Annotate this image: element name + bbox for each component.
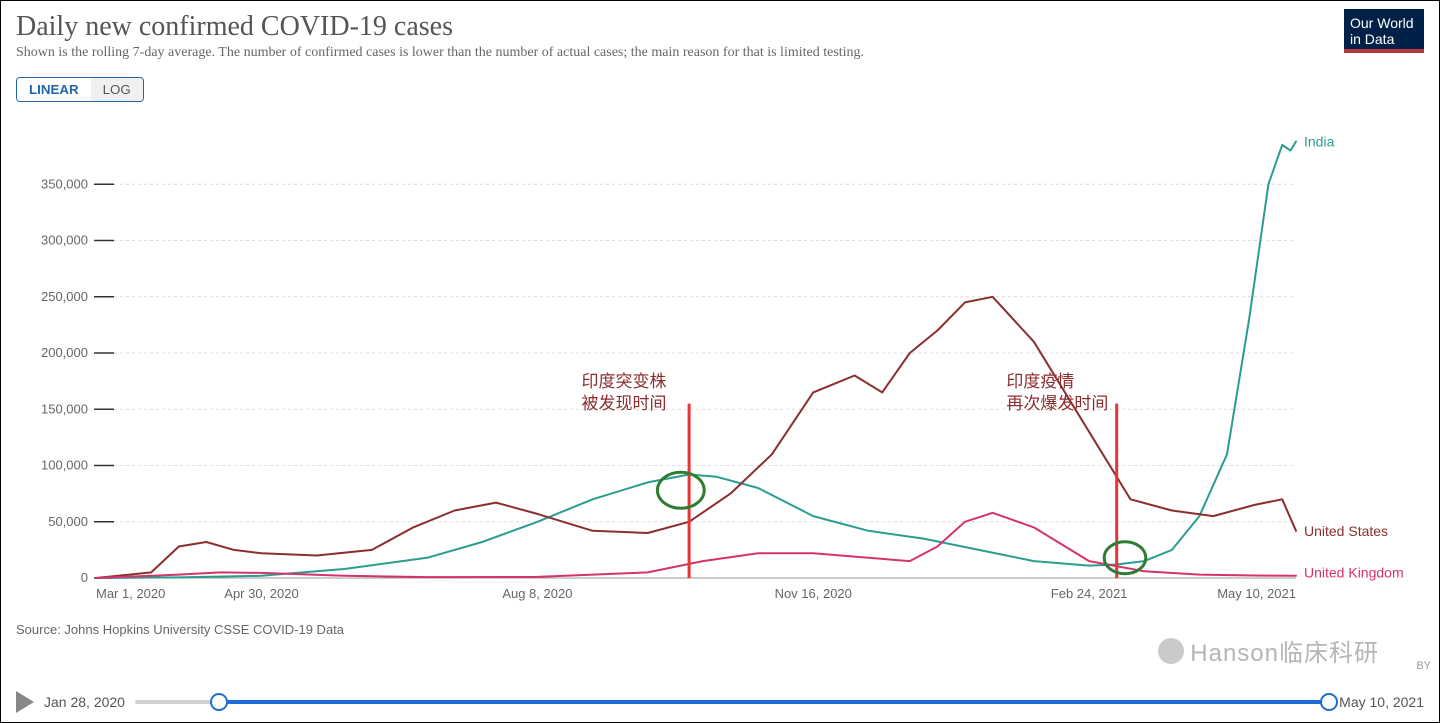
chart-title: Daily new confirmed COVID-19 cases <box>16 11 1424 43</box>
logo-line1: Our World <box>1350 15 1418 31</box>
annotation-text-outbreak-again: 印度疫情 <box>1006 372 1074 391</box>
annotation-circle-outbreak-again <box>1104 542 1146 574</box>
logo-line2: in Data <box>1350 31 1418 47</box>
time-slider: Jan 28, 2020 May 10, 2021 <box>16 690 1424 714</box>
slider-handle-end[interactable] <box>1320 693 1338 711</box>
xtick-label: Apr 30, 2020 <box>224 586 298 601</box>
chart-subtitle: Shown is the rolling 7-day average. The … <box>16 45 1424 61</box>
slider-handle-start[interactable] <box>210 693 228 711</box>
ytick-label: 100,000 <box>41 458 88 473</box>
ytick-label: 150,000 <box>41 401 88 416</box>
chart-header: Daily new confirmed COVID-19 cases Shown… <box>1 1 1439 65</box>
slider-track[interactable] <box>135 690 1329 714</box>
xtick-label: Feb 24, 2021 <box>1051 586 1128 601</box>
series-label-united-kingdom: United Kingdom <box>1304 564 1404 580</box>
play-button[interactable] <box>16 691 34 713</box>
ytick-label: 350,000 <box>41 176 88 191</box>
annotation-text-variant-discovery: 被发现时间 <box>582 394 667 413</box>
annotation-text-outbreak-again: 再次爆发时间 <box>1006 394 1108 413</box>
slider-track-fill <box>219 700 1330 704</box>
ytick-label: 200,000 <box>41 345 88 360</box>
watermark: Hanson临床科研 <box>1158 633 1379 668</box>
timeline-start-label: Jan 28, 2020 <box>44 694 125 710</box>
xtick-label: May 10, 2021 <box>1217 586 1296 601</box>
ytick-label: 0 <box>81 570 88 585</box>
chart-area: 0 50,000 100,000 150,000 200,000 250,000 300,0… <box>16 108 1424 618</box>
watermark-text: Hanson临床科研 <box>1190 633 1379 668</box>
timeline-end-label: May 10, 2021 <box>1339 694 1424 710</box>
xtick-label: Aug 8, 2020 <box>502 586 572 601</box>
source-line: Source: Johns Hopkins University CSSE CO… <box>16 622 1424 637</box>
scale-linear-button[interactable]: LINEAR <box>17 78 91 101</box>
series-label-united-states: United States <box>1304 523 1388 539</box>
annotation-text-variant-discovery: 印度突变株 <box>582 372 667 391</box>
scale-toggle: LINEAR LOG <box>16 77 144 102</box>
series-label-india: India <box>1304 134 1335 150</box>
ytick-label: 250,000 <box>41 289 88 304</box>
xtick-label: Mar 1, 2020 <box>96 586 165 601</box>
scale-log-button[interactable]: LOG <box>91 78 143 101</box>
owid-logo: Our World in Data <box>1344 9 1424 53</box>
license-badge: BY <box>1416 660 1431 672</box>
xtick-label: Nov 16, 2020 <box>775 586 852 601</box>
annotation-circle-variant-discovery <box>657 472 704 508</box>
line-chart: 0 50,000 100,000 150,000 200,000 250,000 300,0… <box>16 108 1426 618</box>
ytick-label: 50,000 <box>48 514 88 529</box>
wechat-icon <box>1158 638 1184 664</box>
ytick-label: 300,000 <box>41 233 88 248</box>
